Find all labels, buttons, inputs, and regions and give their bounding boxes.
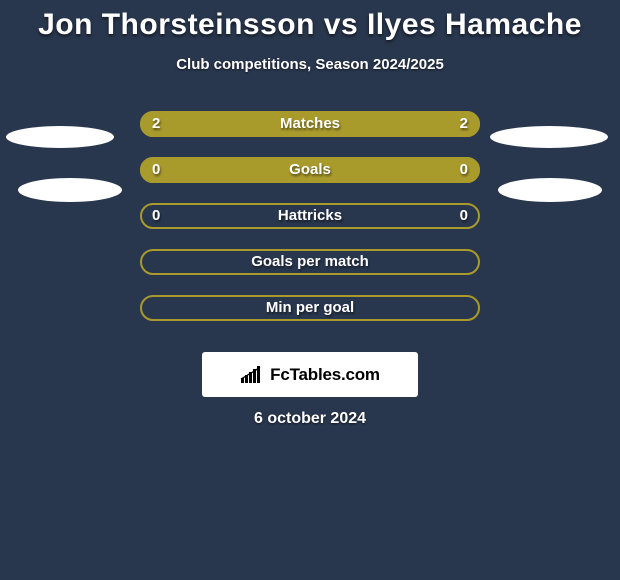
stat-label: Goals	[140, 157, 480, 183]
stat-label: Goals per match	[140, 249, 480, 275]
stat-label: Matches	[140, 111, 480, 137]
stat-value-left: 0	[152, 203, 160, 229]
stat-value-right: 0	[460, 203, 468, 229]
stat-row: Goals per match	[0, 249, 620, 275]
page-title: Jon Thorsteinsson vs Ilyes Hamache	[0, 0, 620, 42]
stat-value-right: 0	[460, 157, 468, 183]
date-text: 6 october 2024	[0, 410, 620, 428]
stat-value-left: 2	[152, 111, 160, 137]
ellipse	[18, 178, 122, 202]
stat-label: Hattricks	[140, 203, 480, 229]
ellipse	[498, 178, 602, 202]
ellipse	[6, 126, 114, 148]
bars-icon	[240, 365, 266, 385]
ellipse	[490, 126, 608, 148]
stat-row: Min per goal	[0, 295, 620, 321]
stat-label: Min per goal	[140, 295, 480, 321]
subtitle: Club competitions, Season 2024/2025	[0, 56, 620, 73]
logo-text: FcTables.com	[270, 365, 380, 385]
stat-value-right: 2	[460, 111, 468, 137]
stat-row: Hattricks0 0	[0, 203, 620, 229]
logo-box: FcTables.com	[202, 352, 418, 397]
stat-value-left: 0	[152, 157, 160, 183]
